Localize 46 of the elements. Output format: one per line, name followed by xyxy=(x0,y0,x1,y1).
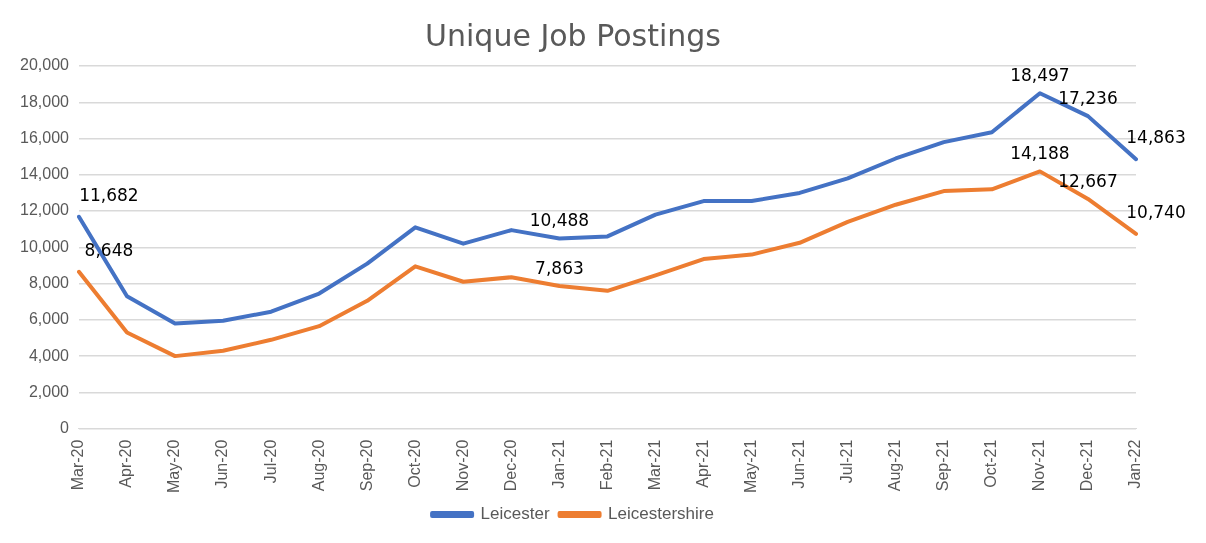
y-tick-label: 16,000 xyxy=(20,128,70,146)
y-tick-label: 12,000 xyxy=(20,201,70,219)
data-label: 14,188 xyxy=(1010,143,1070,164)
legend-label: Leicester xyxy=(480,504,550,524)
x-tick-label: Oct-20 xyxy=(405,439,423,488)
x-tick-label: Feb-21 xyxy=(597,439,615,491)
data-label: 12,667 xyxy=(1058,170,1118,191)
y-tick-label: 20,000 xyxy=(20,56,70,74)
x-tick-label: Sep-21 xyxy=(934,439,952,492)
x-tick-label: Nov-21 xyxy=(1030,439,1048,492)
x-tick-label: Mar-20 xyxy=(69,439,87,491)
y-tick-label: 2,000 xyxy=(28,382,70,400)
x-tick-label: Jan-21 xyxy=(549,439,567,489)
x-tick-label: May-20 xyxy=(165,439,183,494)
y-tick-label: 14,000 xyxy=(20,165,70,183)
x-tick-label: Mar-21 xyxy=(645,439,663,491)
x-tick-label: Aug-21 xyxy=(886,439,904,492)
x-tick-label: Apr-21 xyxy=(693,439,711,488)
data-label: 10,488 xyxy=(529,210,590,231)
data-label: 10,740 xyxy=(1126,201,1186,222)
y-tick-label: 10,000 xyxy=(20,237,70,255)
x-tick-label: Sep-20 xyxy=(357,439,375,492)
x-tick-label: Jul-20 xyxy=(261,439,279,484)
x-tick-label: Dec-21 xyxy=(1078,439,1096,492)
x-tick-label: May-21 xyxy=(742,439,760,494)
x-tick-label: Dec-20 xyxy=(501,439,519,492)
x-tick-label: Apr-20 xyxy=(117,439,135,488)
legend-label: Leicestershire xyxy=(608,504,714,524)
x-tick-label: Aug-20 xyxy=(309,439,327,492)
x-tick-label: Jun-21 xyxy=(790,439,808,489)
data-label: 18,497 xyxy=(1010,65,1070,86)
y-tick-label: 18,000 xyxy=(20,92,70,110)
data-label: 7,863 xyxy=(535,258,584,278)
x-tick-label: Jul-21 xyxy=(838,439,856,484)
chart-title: Unique Job Postings xyxy=(425,17,721,53)
x-tick-label: Jan-22 xyxy=(1126,439,1144,489)
x-tick-label: Jun-20 xyxy=(213,439,231,489)
data-label: 11,682 xyxy=(79,184,139,205)
x-tick-label: Nov-20 xyxy=(453,439,471,492)
y-tick-label: 4,000 xyxy=(28,346,70,364)
y-tick-label: 8,000 xyxy=(28,274,70,291)
x-tick-label: Oct-21 xyxy=(982,439,1000,488)
data-label: 14,863 xyxy=(1126,127,1186,148)
y-tick-label: 0 xyxy=(60,419,70,437)
data-label: 17,236 xyxy=(1058,88,1118,109)
y-tick-label: 6,000 xyxy=(28,310,70,328)
